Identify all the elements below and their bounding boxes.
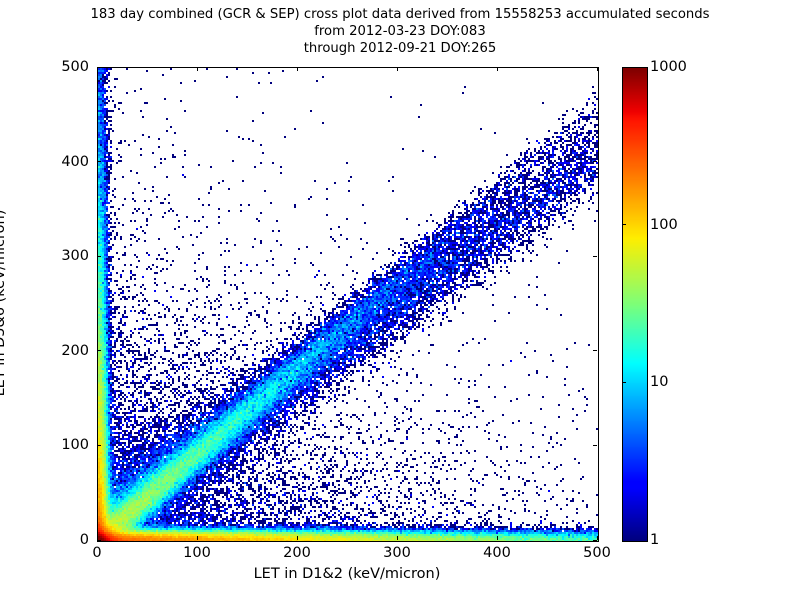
x-tick-mark-top [396, 67, 398, 71]
x-tick-mark-top [596, 67, 598, 71]
x-tick-mark-top [96, 67, 98, 71]
plot-area[interactable] [97, 67, 599, 542]
y-tick-label-1: 100 [61, 437, 89, 454]
x-tick-mark-top [496, 67, 498, 71]
density-heatmap [98, 68, 598, 541]
plot-title: 183 day combined (GCR & SEP) cross plot … [0, 6, 800, 57]
x-tick-label-1: 100 [183, 545, 211, 561]
colorbar-tick-mark [622, 381, 626, 383]
y-tick-mark [97, 255, 101, 257]
x-tick-mark [396, 536, 398, 540]
y-tick-mark-right [593, 350, 597, 352]
y-tick-mark [97, 539, 101, 541]
title-line-3: through 2012-09-21 DOY:265 [303, 41, 497, 56]
y-tick-label-5: 500 [61, 59, 89, 75]
x-axis-label: LET in D1&2 (keV/micron) [253, 566, 441, 582]
x-tick-label-2: 200 [283, 545, 311, 561]
colorbar-tick-label-0: 1000 [650, 59, 687, 75]
title-line-2: from 2012-03-23 DOY:083 [314, 24, 486, 39]
y-tick-label-2: 200 [61, 342, 89, 359]
y-axis-label: LET in D5&6 (keV/micron) [0, 209, 8, 397]
y-tick-mark [97, 350, 101, 352]
y-tick-mark [97, 161, 101, 163]
colorbar-tick-label-1: 100 [650, 216, 678, 233]
colorbar[interactable] [622, 67, 648, 542]
y-tick-mark-right [593, 161, 597, 163]
y-tick-mark-right [593, 255, 597, 257]
x-tick-mark [196, 536, 198, 540]
y-tick-label-3: 300 [61, 248, 89, 265]
colorbar-tick-label-2: 10 [650, 374, 669, 391]
y-tick-mark [97, 66, 101, 68]
x-tick-mark [596, 536, 598, 540]
y-tick-mark [97, 444, 101, 446]
x-tick-mark-top [296, 67, 298, 71]
colorbar-tick-mark [622, 224, 626, 226]
title-line-1: 183 day combined (GCR & SEP) cross plot … [90, 7, 710, 22]
y-tick-mark-right [593, 444, 597, 446]
colorbar-tick-label-3: 1 [650, 532, 660, 548]
y-tick-label-4: 400 [61, 153, 89, 170]
x-tick-label-4: 400 [483, 545, 511, 561]
x-tick-label-5: 500 [583, 545, 611, 561]
x-tick-mark [296, 536, 298, 540]
y-tick-mark-right [593, 66, 597, 68]
x-tick-label-0: 0 [92, 545, 102, 561]
x-tick-mark [96, 536, 98, 540]
x-tick-mark-top [196, 67, 198, 71]
y-tick-label-0: 0 [79, 532, 89, 548]
x-tick-mark [496, 536, 498, 540]
x-tick-label-3: 300 [383, 545, 411, 561]
y-tick-mark-right [593, 539, 597, 541]
colorbar-gradient [623, 68, 647, 541]
